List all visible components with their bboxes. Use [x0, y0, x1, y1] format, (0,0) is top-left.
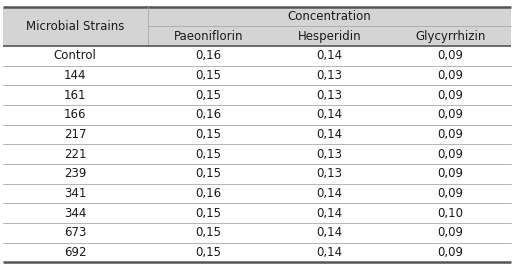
Text: 0,09: 0,09 [437, 226, 464, 239]
Text: 0,15: 0,15 [195, 207, 221, 220]
Text: 221: 221 [64, 148, 86, 161]
Text: 0,14: 0,14 [316, 226, 342, 239]
Text: 161: 161 [64, 89, 86, 102]
Text: 144: 144 [64, 69, 86, 82]
Text: 166: 166 [64, 108, 86, 121]
Text: 0,09: 0,09 [437, 148, 464, 161]
Text: Control: Control [53, 49, 97, 62]
Text: Microbial Strains: Microbial Strains [26, 20, 124, 33]
Text: 0,09: 0,09 [437, 89, 464, 102]
Text: 0,14: 0,14 [316, 128, 342, 141]
Text: 0,15: 0,15 [195, 69, 221, 82]
Text: 0,13: 0,13 [316, 69, 342, 82]
Text: Concentration: Concentration [288, 10, 372, 23]
Text: 0,09: 0,09 [437, 167, 464, 180]
Text: 341: 341 [64, 187, 86, 200]
Bar [3, 7, 511, 46]
Text: 0,09: 0,09 [437, 187, 464, 200]
Text: 0,15: 0,15 [195, 89, 221, 102]
Text: 0,09: 0,09 [437, 108, 464, 121]
Text: Glycyrrhizin: Glycyrrhizin [415, 30, 486, 43]
Text: Paeoniflorin: Paeoniflorin [173, 30, 243, 43]
Text: 673: 673 [64, 226, 86, 239]
Text: 0,15: 0,15 [195, 246, 221, 259]
Text: 0,09: 0,09 [437, 69, 464, 82]
Text: 0,16: 0,16 [195, 108, 221, 121]
Text: 0,14: 0,14 [316, 187, 342, 200]
Text: 0,13: 0,13 [316, 89, 342, 102]
Text: 0,13: 0,13 [316, 148, 342, 161]
Text: 239: 239 [64, 167, 86, 180]
Text: 0,14: 0,14 [316, 108, 342, 121]
Text: 0,09: 0,09 [437, 128, 464, 141]
Text: 692: 692 [64, 246, 86, 259]
Text: 0,13: 0,13 [316, 167, 342, 180]
Text: 0,14: 0,14 [316, 49, 342, 62]
Text: 0,14: 0,14 [316, 207, 342, 220]
Text: 0,15: 0,15 [195, 226, 221, 239]
Text: 0,10: 0,10 [437, 207, 464, 220]
Text: 0,14: 0,14 [316, 246, 342, 259]
Text: 0,15: 0,15 [195, 148, 221, 161]
Text: 0,09: 0,09 [437, 49, 464, 62]
Text: 0,16: 0,16 [195, 49, 221, 62]
Text: 217: 217 [64, 128, 86, 141]
Text: 0,16: 0,16 [195, 187, 221, 200]
Text: Hesperidin: Hesperidin [298, 30, 361, 43]
Text: 0,15: 0,15 [195, 167, 221, 180]
Text: 344: 344 [64, 207, 86, 220]
Text: 0,15: 0,15 [195, 128, 221, 141]
Text: 0,09: 0,09 [437, 246, 464, 259]
